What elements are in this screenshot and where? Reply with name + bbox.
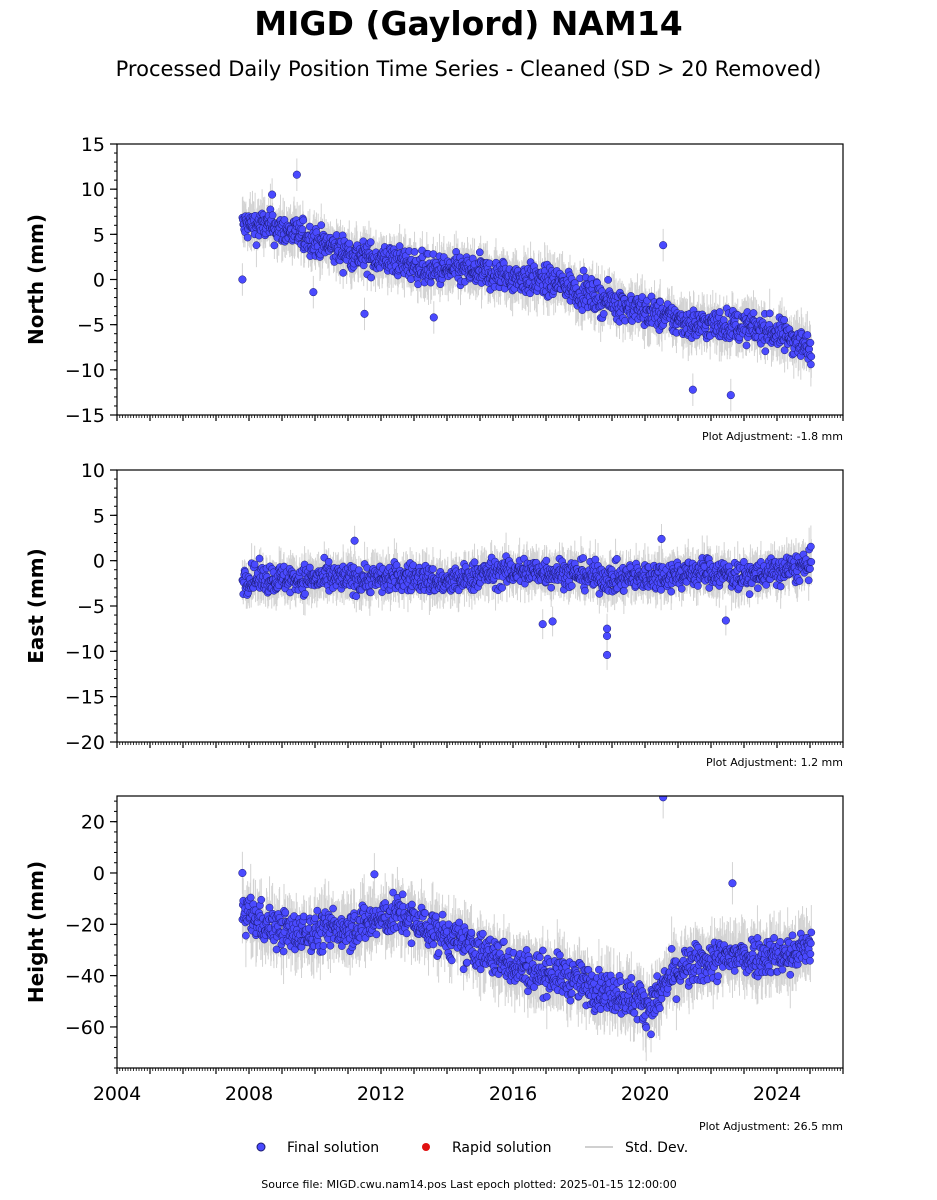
data-point xyxy=(392,561,401,570)
data-point xyxy=(395,242,404,250)
data-point-outlier xyxy=(360,309,369,318)
y-tick-label: 10 xyxy=(81,179,105,201)
data-point xyxy=(542,556,551,565)
plot-area xyxy=(238,158,816,412)
data-point xyxy=(255,554,264,563)
data-point xyxy=(604,276,612,284)
data-point xyxy=(498,583,506,592)
data-point xyxy=(252,241,261,250)
data-point xyxy=(410,248,419,256)
data-point-outlier xyxy=(238,275,247,284)
chart-subtitle: Processed Daily Position Time Series - C… xyxy=(115,57,822,81)
series-final xyxy=(238,170,816,400)
std-dev-bars xyxy=(241,523,812,670)
data-point xyxy=(317,221,326,229)
data-point xyxy=(579,266,588,275)
data-point-outlier xyxy=(659,241,668,250)
data-point xyxy=(366,588,375,597)
data-point-outlier xyxy=(309,288,318,297)
data-point xyxy=(339,269,347,277)
y-tick-label: 15 xyxy=(81,134,105,156)
y-tick-label: −15 xyxy=(65,405,105,427)
data-point xyxy=(475,248,484,257)
data-point xyxy=(250,560,259,569)
data-point xyxy=(547,583,556,592)
y-tick-label: −10 xyxy=(65,360,105,382)
y-axis-label: North (mm) xyxy=(24,214,48,345)
data-point xyxy=(352,592,361,601)
plot-adjustment: Plot Adjustment: -1.8 mm xyxy=(702,430,843,443)
data-point xyxy=(470,558,479,567)
data-point xyxy=(761,347,770,356)
data-point xyxy=(742,341,751,350)
data-point xyxy=(268,211,277,220)
data-point xyxy=(780,346,789,355)
plot-area xyxy=(238,523,816,670)
data-point xyxy=(345,239,354,248)
data-point xyxy=(298,225,307,234)
data-point xyxy=(429,565,437,573)
data-point xyxy=(366,238,375,246)
series-final xyxy=(238,534,816,660)
y-tick-label: 0 xyxy=(93,270,105,292)
data-point-outlier xyxy=(726,391,735,400)
data-point xyxy=(599,309,608,318)
data-point xyxy=(807,352,816,361)
data-point xyxy=(803,331,812,339)
panel-1: −15 −10 −5 0 5 10 15 North (mm) Plot Adjustment:… xyxy=(24,134,844,443)
data-point-outlier xyxy=(688,385,697,394)
data-point xyxy=(806,338,815,347)
chart-title: MIGD (Gaylord) NAM14 xyxy=(254,4,683,43)
data-point xyxy=(807,360,815,369)
data-point xyxy=(367,273,376,282)
data-point xyxy=(243,233,252,242)
data-point xyxy=(299,216,308,225)
y-tick-label: −5 xyxy=(77,315,105,337)
data-point-outlier xyxy=(292,170,301,179)
data-point xyxy=(324,557,333,566)
data-point-outlier xyxy=(429,313,438,322)
data-point xyxy=(780,316,789,324)
data-point xyxy=(656,297,665,306)
data-point xyxy=(270,241,279,250)
data-point xyxy=(749,309,758,317)
data-point xyxy=(414,280,422,289)
data-point-outlier xyxy=(268,190,277,199)
data-point xyxy=(301,589,309,598)
y-tick-label: 5 xyxy=(93,224,105,246)
data-point xyxy=(765,309,774,318)
data-point xyxy=(715,308,724,316)
